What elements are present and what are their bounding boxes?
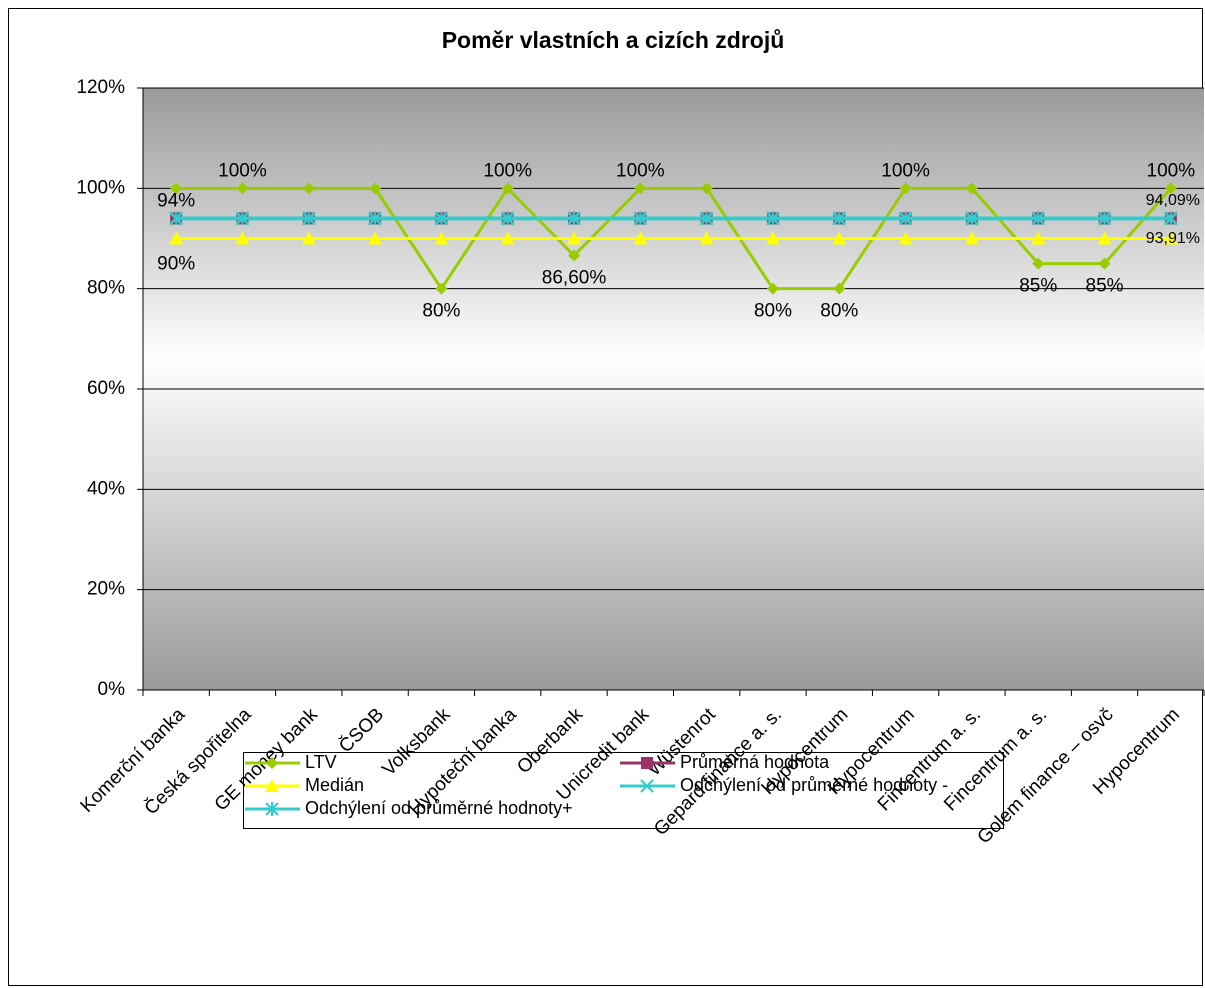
- data-label: 100%: [483, 160, 532, 181]
- marker: [169, 210, 183, 225]
- y-tick-label: 80%: [87, 278, 125, 299]
- marker: [369, 182, 382, 195]
- legend-label: Medián: [305, 775, 364, 795]
- legend: [243, 752, 1004, 829]
- y-tick-label: 20%: [87, 579, 125, 600]
- marker: [1097, 231, 1112, 245]
- marker: [434, 231, 449, 245]
- marker: [266, 757, 278, 769]
- marker: [898, 231, 913, 245]
- data-label: 100%: [1147, 160, 1196, 181]
- marker: [265, 779, 279, 792]
- data-label: 100%: [616, 160, 665, 181]
- marker: [965, 182, 978, 195]
- data-label: 86,60%: [542, 268, 607, 289]
- marker: [1031, 210, 1045, 225]
- legend-label: Odchýlení od průměrné hodnoty -: [680, 775, 948, 795]
- series-line: [176, 185, 1172, 292]
- data-label: 93,91%: [1146, 230, 1200, 247]
- marker: [435, 282, 448, 295]
- marker: [301, 231, 316, 245]
- y-tick-label: 60%: [87, 378, 125, 399]
- marker: [169, 231, 184, 245]
- marker: [640, 779, 654, 793]
- marker: [434, 210, 449, 225]
- data-label: 100%: [218, 160, 267, 181]
- marker: [568, 249, 581, 262]
- marker: [170, 182, 183, 195]
- data-label: 94,09%: [1146, 192, 1200, 209]
- marker: [501, 210, 515, 225]
- marker: [1097, 210, 1112, 225]
- legend-label: Průměrná hodnota: [680, 752, 830, 772]
- marker: [302, 182, 315, 195]
- data-label: 90%: [157, 254, 195, 275]
- marker: [898, 210, 913, 225]
- marker: [766, 210, 780, 225]
- marker: [700, 182, 713, 195]
- marker: [368, 231, 383, 245]
- marker: [567, 231, 582, 245]
- data-label: 100%: [881, 160, 930, 181]
- marker: [501, 182, 514, 195]
- marker: [899, 182, 912, 195]
- data-label: 80%: [422, 301, 460, 322]
- marker: [368, 210, 382, 225]
- marker: [634, 182, 647, 195]
- marker: [1031, 231, 1046, 245]
- marker: [302, 210, 316, 225]
- marker: [633, 231, 648, 245]
- marker: [832, 231, 847, 245]
- y-tick-label: 40%: [87, 478, 125, 499]
- y-tick-label: 120%: [76, 77, 125, 98]
- marker: [833, 282, 846, 295]
- marker: [236, 182, 249, 195]
- data-label: 94%: [157, 190, 195, 211]
- marker: [641, 757, 653, 769]
- data-label: 85%: [1019, 276, 1057, 297]
- marker: [699, 210, 714, 225]
- marker: [765, 231, 780, 245]
- marker: [1098, 257, 1111, 270]
- marker: [235, 210, 250, 225]
- marker: [1164, 210, 1178, 225]
- marker: [1032, 257, 1045, 270]
- data-label: 80%: [754, 301, 792, 322]
- marker: [500, 231, 515, 245]
- marker: [633, 210, 648, 225]
- data-label: 80%: [820, 301, 858, 322]
- legend-label: LTV: [305, 752, 337, 772]
- marker: [1164, 182, 1177, 195]
- marker: [1163, 231, 1178, 245]
- marker: [567, 210, 581, 225]
- marker: [965, 210, 979, 225]
- y-tick-label: 0%: [98, 679, 126, 700]
- marker: [699, 231, 714, 245]
- marker: [235, 231, 250, 245]
- legend-label: Odchýlení od průměrné hodnoty+: [305, 798, 573, 818]
- data-label: 85%: [1086, 276, 1124, 297]
- marker: [964, 231, 979, 245]
- chart-title: Poměr vlastních a cizích zdrojů: [442, 27, 785, 53]
- y-tick-label: 100%: [76, 177, 125, 198]
- marker: [766, 282, 779, 295]
- marker: [265, 802, 279, 816]
- marker: [832, 210, 846, 225]
